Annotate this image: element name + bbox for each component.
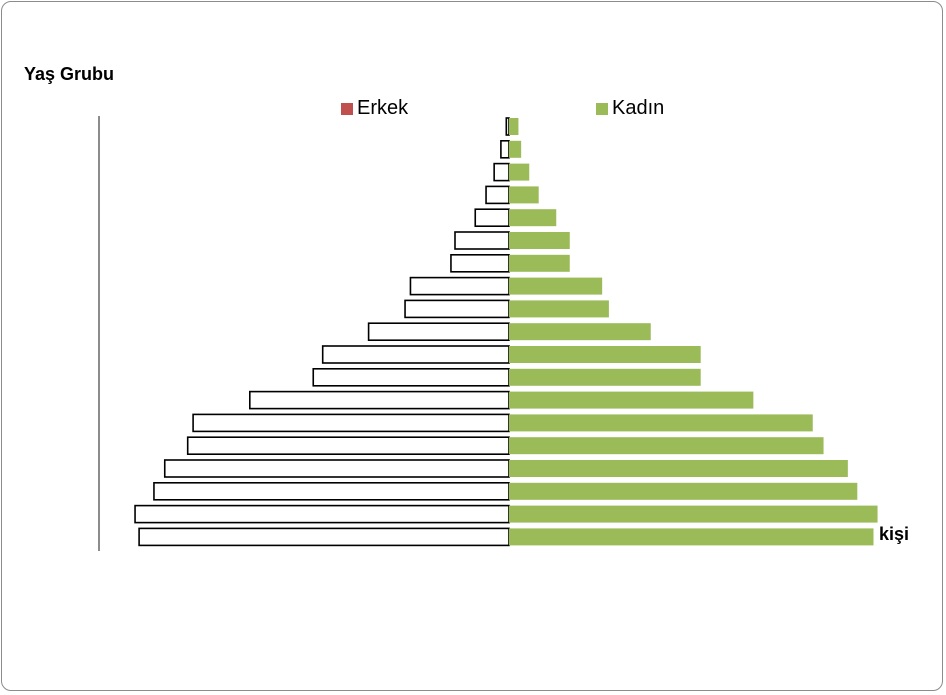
bar-kadin: [509, 483, 857, 500]
bar-erkek: [323, 346, 509, 363]
bar-kadin: [509, 300, 609, 317]
legend-item-kadin: Kadın: [596, 97, 664, 120]
bar-kadin: [509, 255, 570, 272]
bar-erkek: [475, 209, 509, 226]
bar-erkek: [154, 483, 509, 500]
legend-label-erkek: Erkek: [357, 97, 408, 120]
bar-kadin: [509, 323, 651, 340]
bar-kadin: [509, 118, 518, 135]
bar-erkek: [165, 460, 509, 477]
bar-kadin: [509, 209, 556, 226]
bar-erkek: [455, 232, 509, 249]
bar-erkek: [369, 323, 509, 340]
bar-erkek: [313, 369, 509, 386]
bar-kadin: [509, 369, 701, 386]
bar-erkek: [486, 186, 509, 203]
bar-kadin: [509, 392, 753, 409]
bar-kadin: [509, 164, 529, 181]
bar-kadin: [509, 278, 602, 295]
bar-kadin: [509, 346, 701, 363]
bar-erkek: [494, 164, 509, 181]
bar-erkek: [501, 141, 509, 158]
bar-kadin: [509, 141, 521, 158]
legend-swatch-kadin: [596, 103, 608, 115]
bar-kadin: [509, 506, 878, 523]
bar-kadin: [509, 414, 813, 431]
bar-erkek: [188, 437, 509, 454]
bar-kadin: [509, 232, 570, 249]
bar-kadin: [509, 437, 824, 454]
y-axis-title: Yaş Grubu: [24, 64, 114, 85]
bar-erkek: [405, 300, 509, 317]
bar-erkek: [451, 255, 509, 272]
bar-kadin: [509, 528, 874, 545]
legend-item-erkek: Erkek: [341, 97, 408, 120]
legend-swatch-erkek: [341, 103, 353, 115]
bar-erkek: [193, 414, 509, 431]
bar-erkek: [139, 528, 509, 545]
bar-kadin: [509, 186, 539, 203]
x-axis-unit-label: kişi: [879, 524, 909, 545]
bar-kadin: [509, 460, 848, 477]
bars-group: [135, 118, 878, 545]
legend-label-kadin: Kadın: [612, 97, 664, 120]
bar-erkek: [135, 506, 509, 523]
bar-erkek: [250, 392, 509, 409]
bar-erkek: [410, 278, 509, 295]
bar-erkek: [506, 118, 509, 135]
